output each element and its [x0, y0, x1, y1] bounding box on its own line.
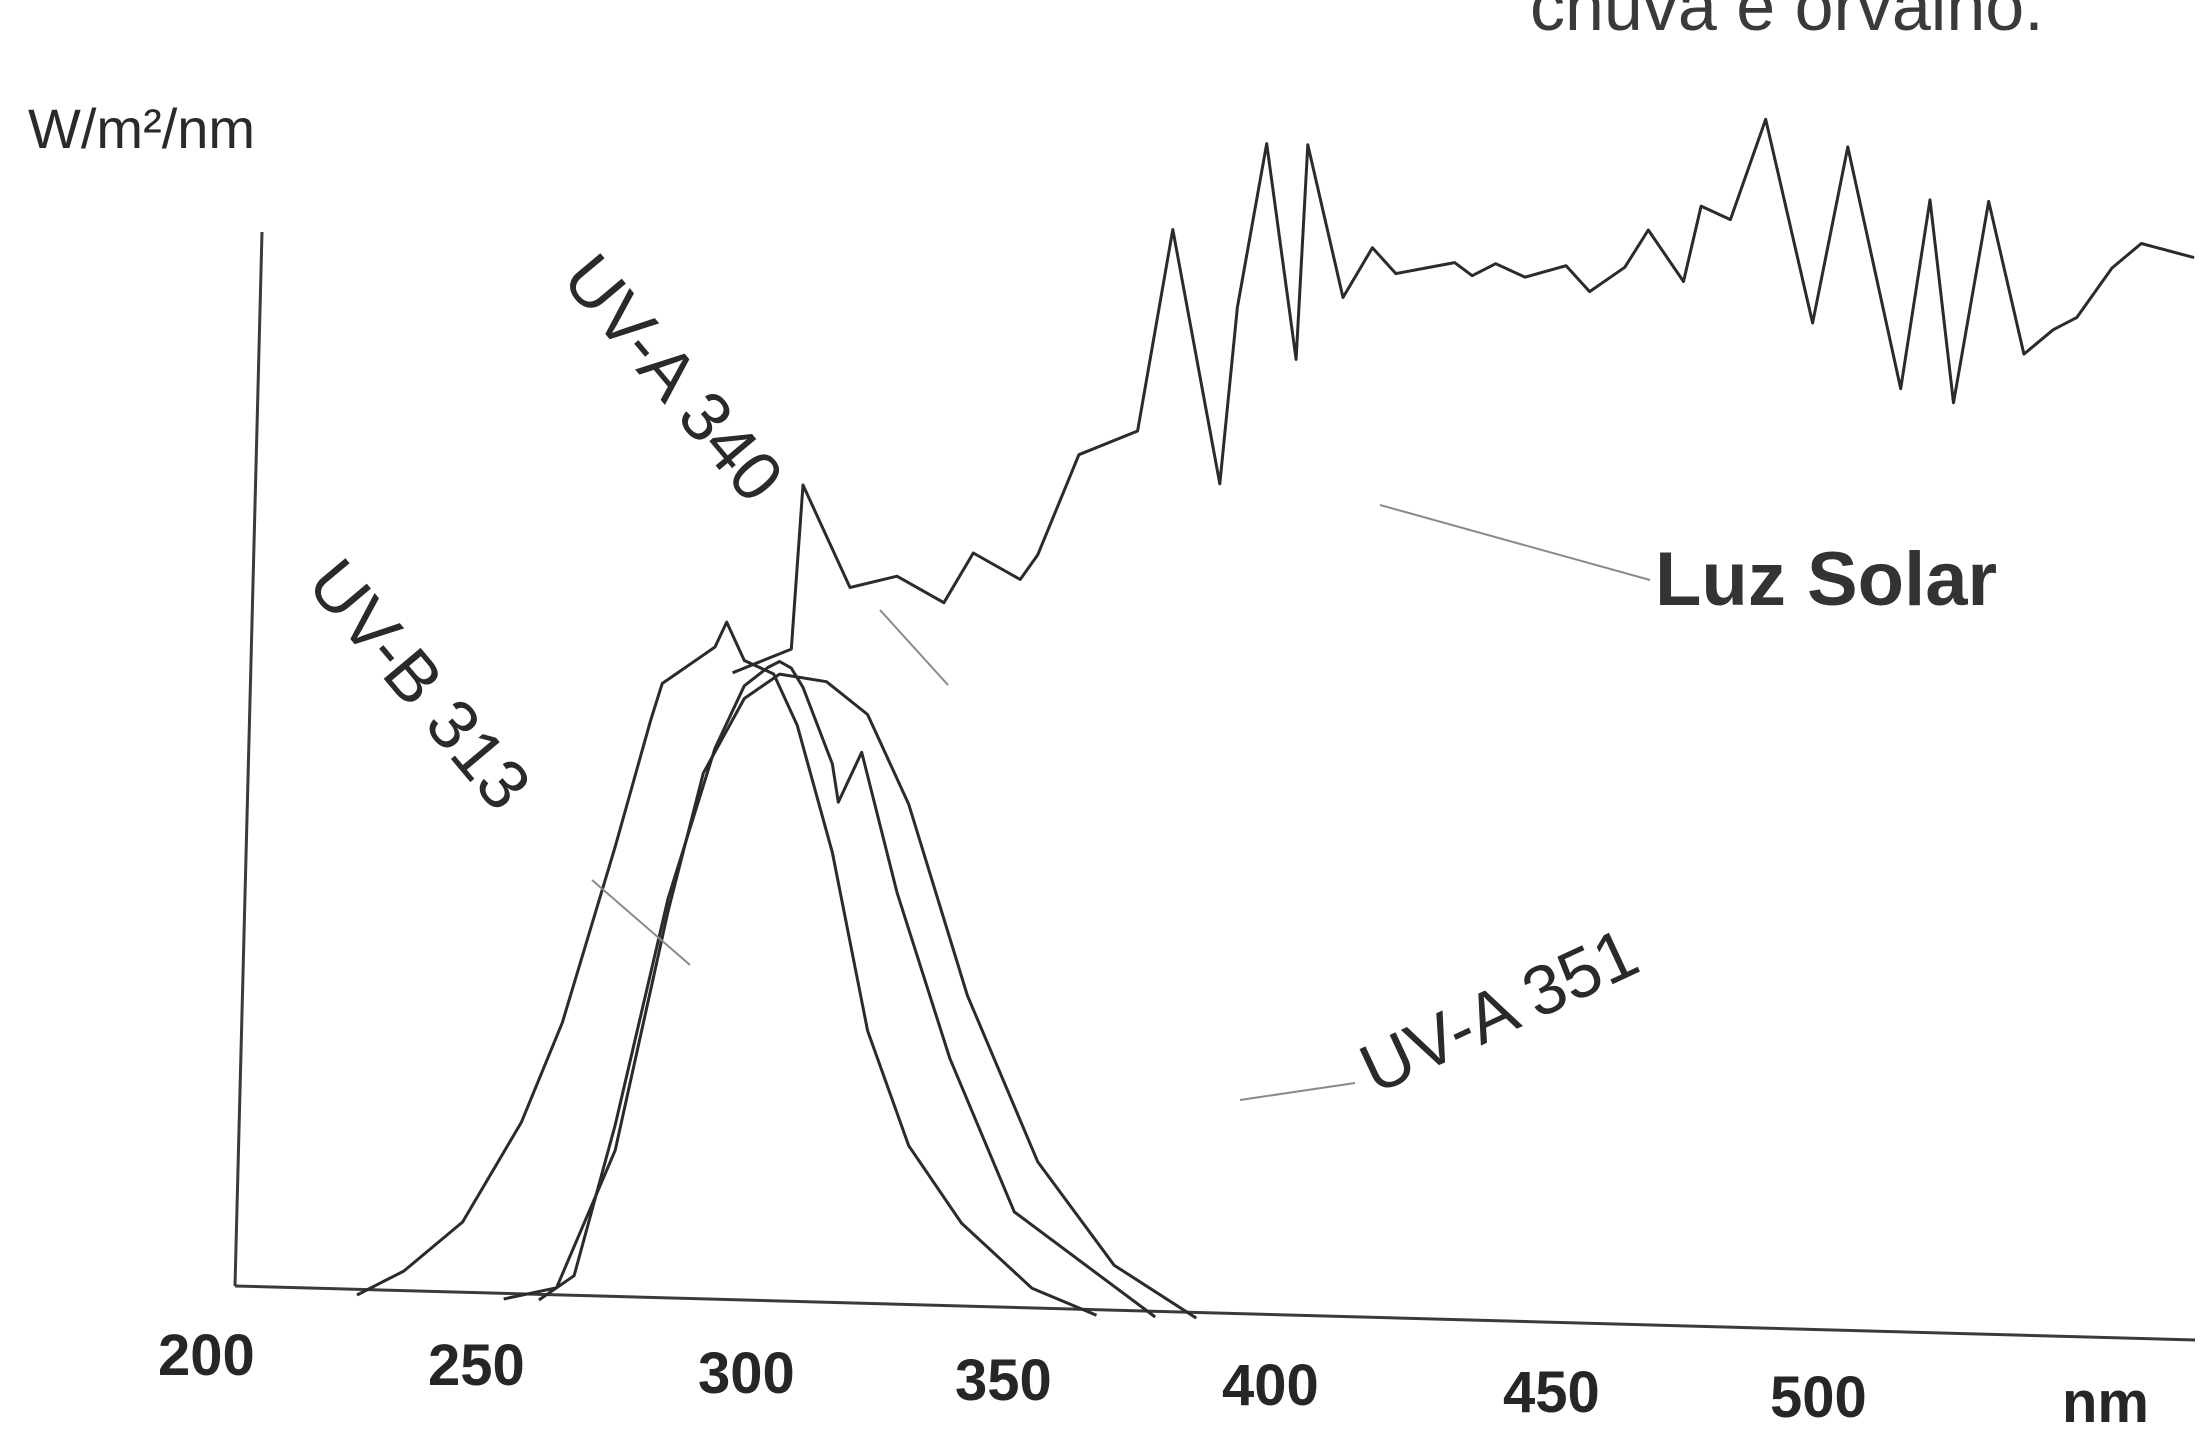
- series-curves: [356, 117, 2195, 1320]
- series-label-luz-solar: Luz Solar: [1655, 537, 1997, 622]
- y-axis: [233, 231, 264, 1287]
- x-axis: [234, 1284, 2196, 1342]
- series-line-2: [503, 672, 1198, 1320]
- series-line-3: [732, 117, 2195, 675]
- x-tick-label: 200: [158, 1323, 255, 1388]
- leader-luz-solar: [1379, 504, 1651, 581]
- series-label-uva340: UV-A 340: [549, 240, 799, 517]
- leader-uvb313: [591, 879, 691, 966]
- series-label-uva351: UV-A 351: [1348, 913, 1649, 1109]
- x-tick-label: 300: [698, 1341, 795, 1406]
- x-unit-label: nm: [2062, 1370, 2149, 1429]
- x-tick-label: 450: [1503, 1360, 1600, 1425]
- x-tick-label: 400: [1222, 1353, 1319, 1418]
- series-line-1: [538, 660, 1157, 1319]
- x-tick-labels: 200 250 300 350 400 450 500 nm: [158, 1323, 2149, 1429]
- x-tick-label: 250: [428, 1333, 525, 1398]
- x-tick-label: 500: [1770, 1365, 1867, 1429]
- leader-uva351: [1239, 1082, 1356, 1101]
- x-tick-label: 350: [955, 1348, 1052, 1413]
- y-axis-label: W/m²/nm: [28, 97, 255, 160]
- series-label-uvb313: UV-B 313: [294, 545, 546, 825]
- series-line-0: [356, 620, 1098, 1317]
- leader-uva340: [879, 609, 949, 686]
- top-text-fragment: chuva e orvalho.: [1530, 0, 2044, 45]
